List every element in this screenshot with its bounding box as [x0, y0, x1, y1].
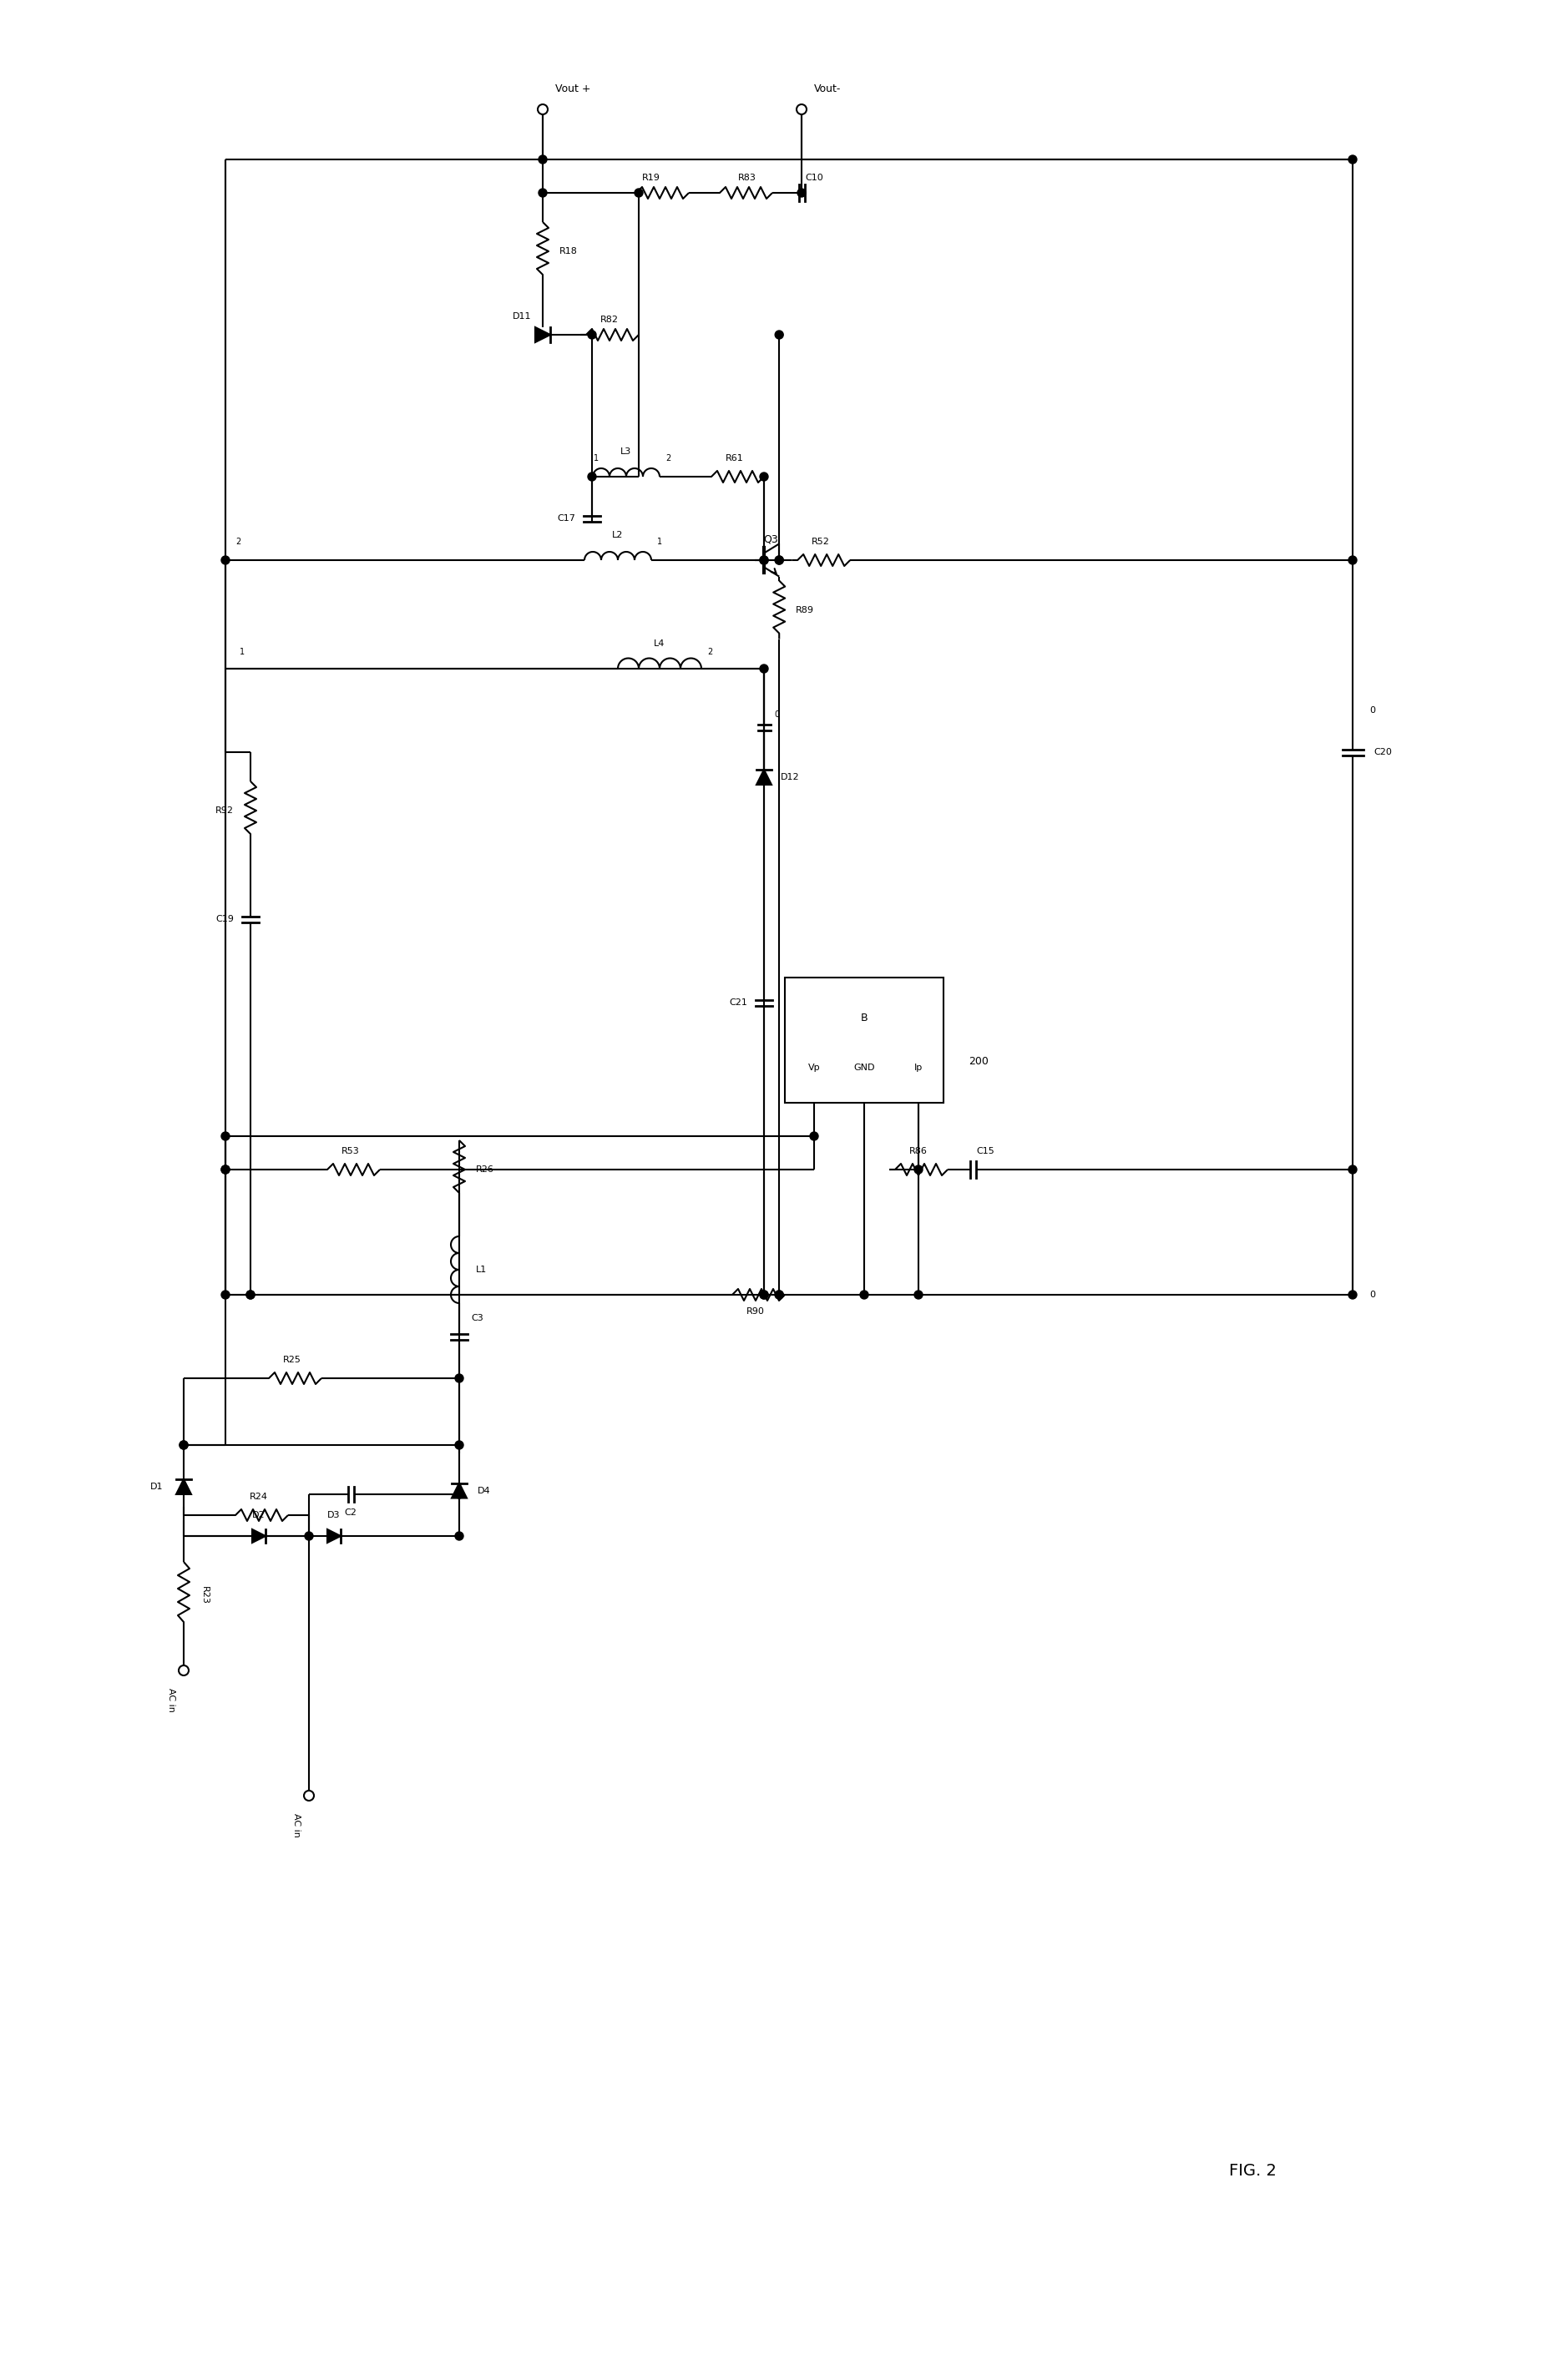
Circle shape [775, 331, 782, 338]
Text: R25: R25 [282, 1357, 301, 1364]
Text: Vout-: Vout- [813, 83, 841, 93]
Circle shape [1347, 1290, 1356, 1299]
Text: FIG. 2: FIG. 2 [1228, 2163, 1276, 2180]
Circle shape [247, 1290, 255, 1299]
Circle shape [588, 331, 596, 338]
Text: D12: D12 [781, 774, 799, 781]
Text: C19: C19 [216, 914, 233, 923]
Text: 1: 1 [239, 647, 244, 657]
Text: R53: R53 [341, 1147, 360, 1154]
Text: 1: 1 [657, 538, 662, 545]
Text: GND: GND [853, 1064, 875, 1071]
Text: R92: R92 [216, 807, 233, 814]
Text: C10: C10 [804, 174, 822, 181]
Circle shape [634, 188, 642, 198]
Bar [784, 978, 943, 1102]
Text: C2: C2 [344, 1509, 356, 1516]
Text: AC in: AC in [292, 1814, 301, 1837]
Circle shape [179, 1440, 188, 1449]
Text: D11: D11 [512, 312, 531, 321]
Circle shape [759, 1290, 768, 1299]
Circle shape [913, 1290, 923, 1299]
Circle shape [759, 557, 768, 564]
Polygon shape [252, 1530, 265, 1542]
Circle shape [759, 557, 768, 564]
Polygon shape [535, 326, 549, 343]
Text: R26: R26 [475, 1166, 494, 1173]
Circle shape [1347, 155, 1356, 164]
Text: AC in: AC in [167, 1687, 176, 1711]
Text: L1: L1 [475, 1266, 486, 1273]
Polygon shape [756, 769, 772, 785]
Text: R24: R24 [250, 1492, 268, 1502]
Text: L3: L3 [620, 447, 631, 457]
Text: C15: C15 [975, 1147, 994, 1154]
Circle shape [455, 1533, 463, 1540]
Circle shape [455, 1373, 463, 1383]
Text: 2: 2 [665, 455, 670, 462]
Text: Vp: Vp [807, 1064, 819, 1071]
Text: 0: 0 [773, 709, 779, 719]
Text: 0: 0 [1369, 707, 1375, 714]
Text: R82: R82 [600, 317, 619, 324]
Circle shape [221, 1166, 230, 1173]
Text: R83: R83 [738, 174, 756, 181]
Circle shape [455, 1440, 463, 1449]
Text: R86: R86 [909, 1147, 927, 1154]
Polygon shape [327, 1530, 341, 1542]
Text: Q3: Q3 [764, 533, 778, 545]
Text: Vout +: Vout + [555, 83, 591, 93]
Text: R61: R61 [725, 455, 744, 462]
Circle shape [775, 1290, 782, 1299]
Circle shape [247, 1290, 255, 1299]
Circle shape [775, 557, 782, 564]
Text: 0: 0 [1369, 1290, 1375, 1299]
Circle shape [1347, 557, 1356, 564]
Circle shape [539, 188, 546, 198]
Text: C20: C20 [1373, 747, 1392, 757]
Text: C21: C21 [728, 1000, 747, 1007]
Circle shape [179, 1440, 188, 1449]
Circle shape [913, 1166, 923, 1173]
Circle shape [221, 1166, 230, 1173]
Text: L2: L2 [613, 531, 623, 540]
Circle shape [796, 188, 805, 198]
Polygon shape [452, 1483, 466, 1497]
Text: R52: R52 [812, 538, 830, 545]
Polygon shape [176, 1480, 191, 1495]
Circle shape [859, 1290, 867, 1299]
Circle shape [1347, 1166, 1356, 1173]
Text: D1: D1 [150, 1483, 162, 1490]
Text: C17: C17 [557, 514, 576, 524]
Text: B: B [859, 1011, 867, 1023]
Circle shape [539, 155, 546, 164]
Text: 2: 2 [235, 538, 241, 545]
Text: D4: D4 [477, 1488, 491, 1495]
Circle shape [304, 1533, 313, 1540]
Text: C3: C3 [471, 1314, 483, 1323]
Text: 1: 1 [593, 455, 599, 462]
Circle shape [759, 664, 768, 674]
Text: R18: R18 [559, 248, 577, 255]
Text: R89: R89 [796, 607, 813, 614]
Circle shape [221, 1290, 230, 1299]
Circle shape [221, 1133, 230, 1140]
Text: R23: R23 [201, 1585, 208, 1604]
Text: 200: 200 [967, 1057, 988, 1066]
Circle shape [775, 1290, 782, 1299]
Text: D2: D2 [252, 1511, 265, 1518]
Circle shape [775, 557, 782, 564]
Text: Ip: Ip [913, 1064, 923, 1071]
Text: R90: R90 [747, 1307, 764, 1316]
Text: L4: L4 [654, 640, 665, 647]
Circle shape [759, 1290, 768, 1299]
Circle shape [759, 474, 768, 481]
Circle shape [221, 557, 230, 564]
Text: D3: D3 [327, 1511, 341, 1518]
Circle shape [455, 1490, 463, 1499]
Circle shape [588, 474, 596, 481]
Text: 2: 2 [707, 647, 711, 657]
Text: R19: R19 [642, 174, 660, 181]
Circle shape [810, 1133, 818, 1140]
